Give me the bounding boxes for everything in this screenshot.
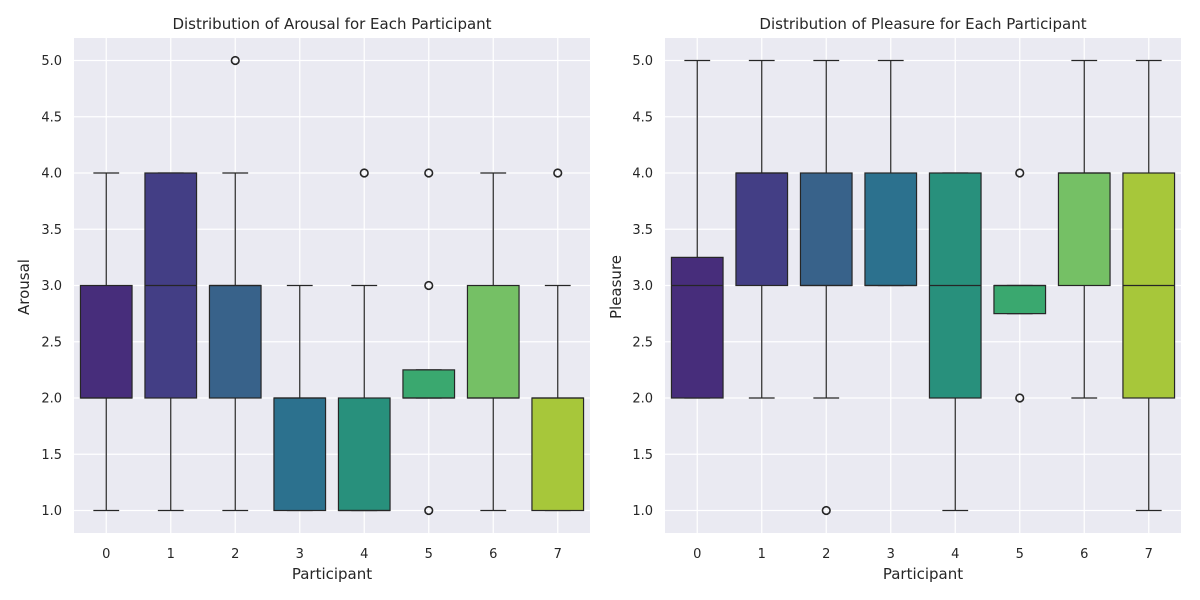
arousal-y-tick-label: 2.0 xyxy=(41,392,62,407)
arousal-box-1 xyxy=(144,172,198,512)
outlier-point xyxy=(821,505,831,516)
outlier-point xyxy=(424,168,434,178)
arousal-y-tick-label: 5.0 xyxy=(41,54,62,69)
outlier-point xyxy=(359,168,369,178)
arousal-chart-title: Distribution of Arousal for Each Partici… xyxy=(172,15,491,33)
outlier-point xyxy=(1015,168,1025,178)
pleasure-x-tick-label: 5 xyxy=(1016,547,1024,562)
arousal-y-tick-label: 1.5 xyxy=(41,448,62,463)
outlier-point xyxy=(424,505,434,516)
pleasure-y-tick-label: 4.5 xyxy=(632,110,653,125)
pleasure-x-tick-label: 3 xyxy=(887,547,895,562)
arousal-y-tick-label: 3.5 xyxy=(41,223,62,238)
pleasure-y-tick-label: 1.5 xyxy=(632,448,653,463)
arousal-y-tick-label: 4.5 xyxy=(41,110,62,125)
box-body xyxy=(466,284,520,399)
pleasure-box-2 xyxy=(799,59,853,516)
box-body xyxy=(531,397,585,512)
box-body xyxy=(79,284,133,399)
pleasure-x-tick-label: 4 xyxy=(951,547,959,562)
pleasure-chart: Distribution of Pleasure for Each Partic… xyxy=(607,15,1181,583)
outlier-point xyxy=(1015,393,1025,403)
box-body xyxy=(864,172,918,287)
arousal-box-3 xyxy=(273,284,327,512)
pleasure-chart-title: Distribution of Pleasure for Each Partic… xyxy=(759,15,1086,33)
box-body xyxy=(799,172,853,287)
pleasure-x-axis-label: Participant xyxy=(883,565,963,583)
arousal-x-tick-label: 6 xyxy=(489,547,497,562)
pleasure-x-tick-label: 1 xyxy=(758,547,766,562)
arousal-box-7 xyxy=(531,168,585,512)
pleasure-box-0 xyxy=(670,59,724,399)
arousal-box-5 xyxy=(402,168,456,516)
pleasure-y-tick-label: 3.0 xyxy=(632,279,653,294)
box-body xyxy=(402,369,456,399)
pleasure-y-axis-label: Pleasure xyxy=(607,255,625,319)
box-body xyxy=(1057,172,1111,287)
arousal-box-6 xyxy=(466,172,520,512)
arousal-x-axis-label: Participant xyxy=(292,565,372,583)
arousal-x-tick-label: 1 xyxy=(167,547,175,562)
arousal-y-tick-label: 2.5 xyxy=(41,335,62,350)
arousal-y-axis-label: Arousal xyxy=(15,259,33,315)
outlier-point xyxy=(424,280,434,291)
box-body xyxy=(735,172,789,287)
box-body xyxy=(670,256,724,399)
pleasure-y-tick-label: 2.0 xyxy=(632,392,653,407)
pleasure-box-6 xyxy=(1057,59,1111,399)
arousal-box-4 xyxy=(337,168,391,512)
pleasure-box-7 xyxy=(1122,59,1176,512)
pleasure-box-1 xyxy=(735,59,789,399)
arousal-y-tick-label: 1.0 xyxy=(41,504,62,519)
box-body xyxy=(208,284,262,399)
arousal-chart: Distribution of Arousal for Each Partici… xyxy=(15,15,590,583)
arousal-y-tick-label: 4.0 xyxy=(41,167,62,182)
pleasure-y-tick-label: 2.5 xyxy=(632,335,653,350)
arousal-box-2 xyxy=(208,55,262,512)
box-body xyxy=(993,284,1047,315)
pleasure-y-tick-label: 5.0 xyxy=(632,54,653,69)
outlier-point xyxy=(553,168,563,178)
pleasure-x-tick-label: 7 xyxy=(1145,547,1153,562)
arousal-x-tick-label: 3 xyxy=(296,547,304,562)
pleasure-y-tick-label: 1.0 xyxy=(632,504,653,519)
pleasure-box-5 xyxy=(993,168,1047,403)
pleasure-x-tick-label: 0 xyxy=(693,547,701,562)
arousal-y-tick-label: 3.0 xyxy=(41,279,62,294)
arousal-x-tick-label: 0 xyxy=(102,547,110,562)
outlier-point xyxy=(230,55,240,66)
pleasure-x-tick-label: 6 xyxy=(1080,547,1088,562)
pleasure-box-3 xyxy=(864,59,918,287)
box-body xyxy=(337,397,391,512)
arousal-x-tick-label: 4 xyxy=(360,547,368,562)
box-body xyxy=(273,397,327,512)
pleasure-y-tick-label: 3.5 xyxy=(632,223,653,238)
arousal-x-tick-label: 7 xyxy=(554,547,562,562)
arousal-box-0 xyxy=(79,172,133,512)
pleasure-y-tick-label: 4.0 xyxy=(632,167,653,182)
arousal-x-tick-label: 5 xyxy=(425,547,433,562)
pleasure-x-tick-label: 2 xyxy=(822,547,830,562)
arousal-x-tick-label: 2 xyxy=(231,547,239,562)
pleasure-box-4 xyxy=(928,172,982,512)
